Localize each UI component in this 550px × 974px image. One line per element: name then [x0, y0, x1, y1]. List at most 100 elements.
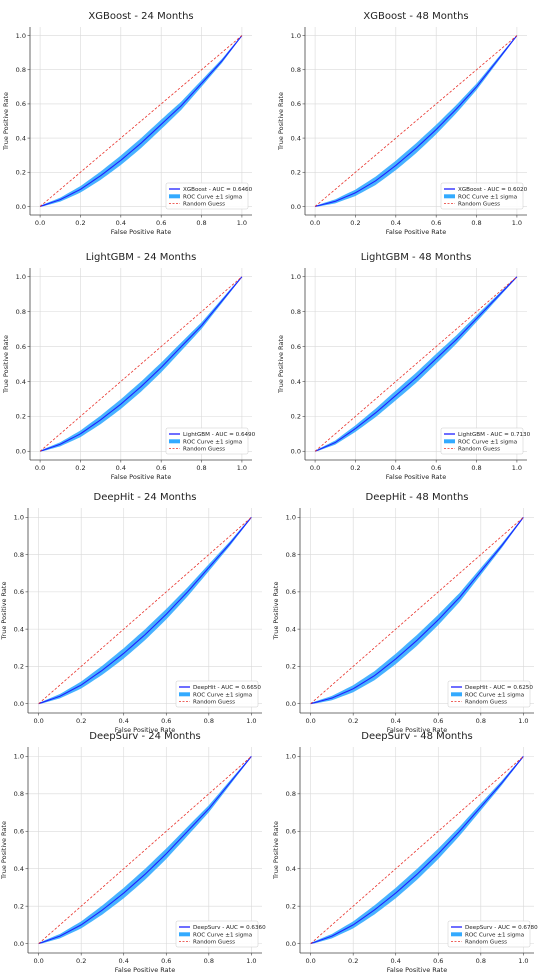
x-tick-label: 0.8: [471, 464, 481, 472]
legend-entry-random-label: Random Guess: [193, 940, 235, 946]
y-axis-label: True Positive Rate: [0, 582, 8, 641]
x-axis-label: False Positive Rate: [111, 473, 171, 481]
x-tick-label: 0.4: [119, 957, 129, 965]
x-tick-label: 0.0: [33, 717, 43, 725]
legend-entry-sigma-swatch: [169, 439, 180, 444]
x-axis-label: False Positive Rate: [387, 966, 447, 974]
y-tick-label: 1.0: [291, 273, 301, 281]
x-tick-label: 0.6: [431, 219, 441, 227]
y-tick-label: 0.4: [14, 625, 24, 633]
chart-panel-4: LightGBM - 48 Months 0.0 0.2 0.4 0.6 0.8 1.0 0.…: [277, 252, 531, 481]
y-tick-label: 0.4: [286, 865, 296, 873]
roc-curve-line: [39, 276, 243, 452]
legend-entry-roc-label: DeepHit - AUC = 0.6650: [193, 685, 261, 691]
y-axis-label: True Positive Rate: [2, 335, 10, 394]
y-tick-label: 0.4: [291, 134, 301, 142]
y-tick-label: 1.0: [16, 32, 26, 40]
legend-entry-random-label: Random Guess: [458, 202, 500, 208]
legend-entry-sigma-swatch: [451, 692, 462, 697]
x-tick-label: 0.4: [116, 219, 126, 227]
y-tick-label: 0.0: [14, 700, 24, 708]
x-tick-label: 0.8: [196, 219, 206, 227]
x-tick-label: 0.6: [431, 464, 441, 472]
y-tick-label: 0.6: [14, 588, 24, 596]
x-axis-label: False Positive Rate: [111, 228, 171, 236]
chart-title: XGBoost - 24 Months: [88, 11, 193, 22]
legend-entry-sigma-swatch: [169, 194, 180, 199]
y-tick-label: 0.2: [16, 413, 26, 421]
legend-entry-roc-label: XGBoost - AUC = 0.6460: [183, 187, 253, 193]
y-tick-label: 0.0: [16, 203, 26, 211]
random-guess-line: [314, 35, 518, 207]
legend-entry-random-label: Random Guess: [465, 700, 507, 706]
random-guess-line: [314, 276, 518, 452]
x-tick-label: 0.6: [156, 464, 166, 472]
y-tick-label: 0.8: [16, 66, 26, 74]
chart-panel-5: DeepHit - 24 Months 0.0 0.2 0.4 0.6 0.8 1.0 0.0…: [0, 492, 262, 734]
roc-curve-line: [310, 516, 524, 705]
chart-title: DeepSurv - 48 Months: [361, 731, 473, 742]
y-tick-label: 0.8: [286, 790, 296, 798]
x-tick-label: 1.0: [237, 219, 247, 227]
x-tick-label: 0.4: [391, 957, 401, 965]
x-tick-label: 1.0: [518, 717, 528, 725]
legend-box: [447, 920, 531, 948]
x-tick-label: 0.0: [310, 219, 320, 227]
random-guess-line: [310, 517, 524, 704]
chart-panel-1: XGBoost - 24 Months 0.0 0.2 0.4 0.6 0.8 1.0 0.0…: [2, 11, 253, 236]
legend-entry-sigma-swatch: [179, 692, 190, 697]
chart-panel-6: DeepHit - 48 Months 0.0 0.2 0.4 0.6 0.8 1.0 0.0…: [272, 492, 534, 734]
legend-entry-sigma-label: ROC Curve ±1 sigma: [458, 439, 517, 445]
legend-entry-roc-label: LightGBM - AUC = 0.6490: [183, 432, 256, 438]
x-tick-label: 0.0: [310, 464, 320, 472]
y-tick-label: 0.0: [16, 448, 26, 456]
x-axis-label: False Positive Rate: [386, 473, 446, 481]
roc-sigma-band: [38, 517, 252, 704]
y-axis-label: True Positive Rate: [277, 92, 285, 151]
x-tick-label: 0.8: [476, 717, 486, 725]
y-tick-label: 0.0: [14, 940, 24, 948]
x-axis-label: False Positive Rate: [387, 726, 447, 734]
x-tick-label: 1.0: [512, 464, 522, 472]
legend-entry-sigma-swatch: [451, 932, 462, 937]
y-axis-label: True Positive Rate: [2, 92, 10, 151]
legend-entry-random-label: Random Guess: [183, 447, 225, 453]
y-axis-label: True Positive Rate: [272, 582, 280, 641]
legend-box: [165, 427, 249, 455]
x-tick-label: 0.2: [75, 464, 85, 472]
x-axis-label: False Positive Rate: [115, 966, 175, 974]
x-tick-label: 0.0: [33, 957, 43, 965]
legend-entry-random-label: Random Guess: [458, 447, 500, 453]
x-tick-label: 0.8: [196, 464, 206, 472]
legend-box: [440, 182, 524, 210]
y-tick-label: 0.0: [291, 203, 301, 211]
x-tick-label: 1.0: [512, 219, 522, 227]
y-tick-label: 1.0: [14, 514, 24, 522]
y-tick-label: 0.6: [14, 828, 24, 836]
legend-entry-random-label: Random Guess: [193, 700, 235, 706]
roc-curve-line: [310, 756, 524, 945]
legend-box: [175, 920, 259, 948]
x-tick-label: 0.6: [161, 717, 171, 725]
y-tick-label: 0.6: [16, 343, 26, 351]
random-guess-line: [39, 276, 243, 452]
roc-sigma-band: [310, 517, 524, 704]
y-tick-label: 0.4: [291, 378, 301, 386]
y-tick-label: 0.4: [16, 378, 26, 386]
y-tick-label: 0.4: [14, 865, 24, 873]
roc-curve-line: [38, 516, 252, 705]
x-axis-label: False Positive Rate: [386, 228, 446, 236]
y-tick-label: 1.0: [291, 32, 301, 40]
y-tick-label: 0.8: [14, 790, 24, 798]
x-tick-label: 0.2: [76, 717, 86, 725]
y-tick-label: 0.0: [286, 700, 296, 708]
y-tick-label: 0.4: [16, 134, 26, 142]
y-tick-label: 0.6: [291, 100, 301, 108]
chart-panel-7: DeepSurv - 24 Months 0.0 0.2 0.4 0.6 0.8 1.0 0.…: [0, 731, 266, 974]
y-tick-label: 0.2: [286, 663, 296, 671]
x-tick-label: 0.2: [348, 957, 358, 965]
legend-box: [175, 680, 259, 708]
y-tick-label: 0.4: [286, 625, 296, 633]
x-tick-label: 0.0: [35, 219, 45, 227]
y-tick-label: 0.8: [16, 308, 26, 316]
